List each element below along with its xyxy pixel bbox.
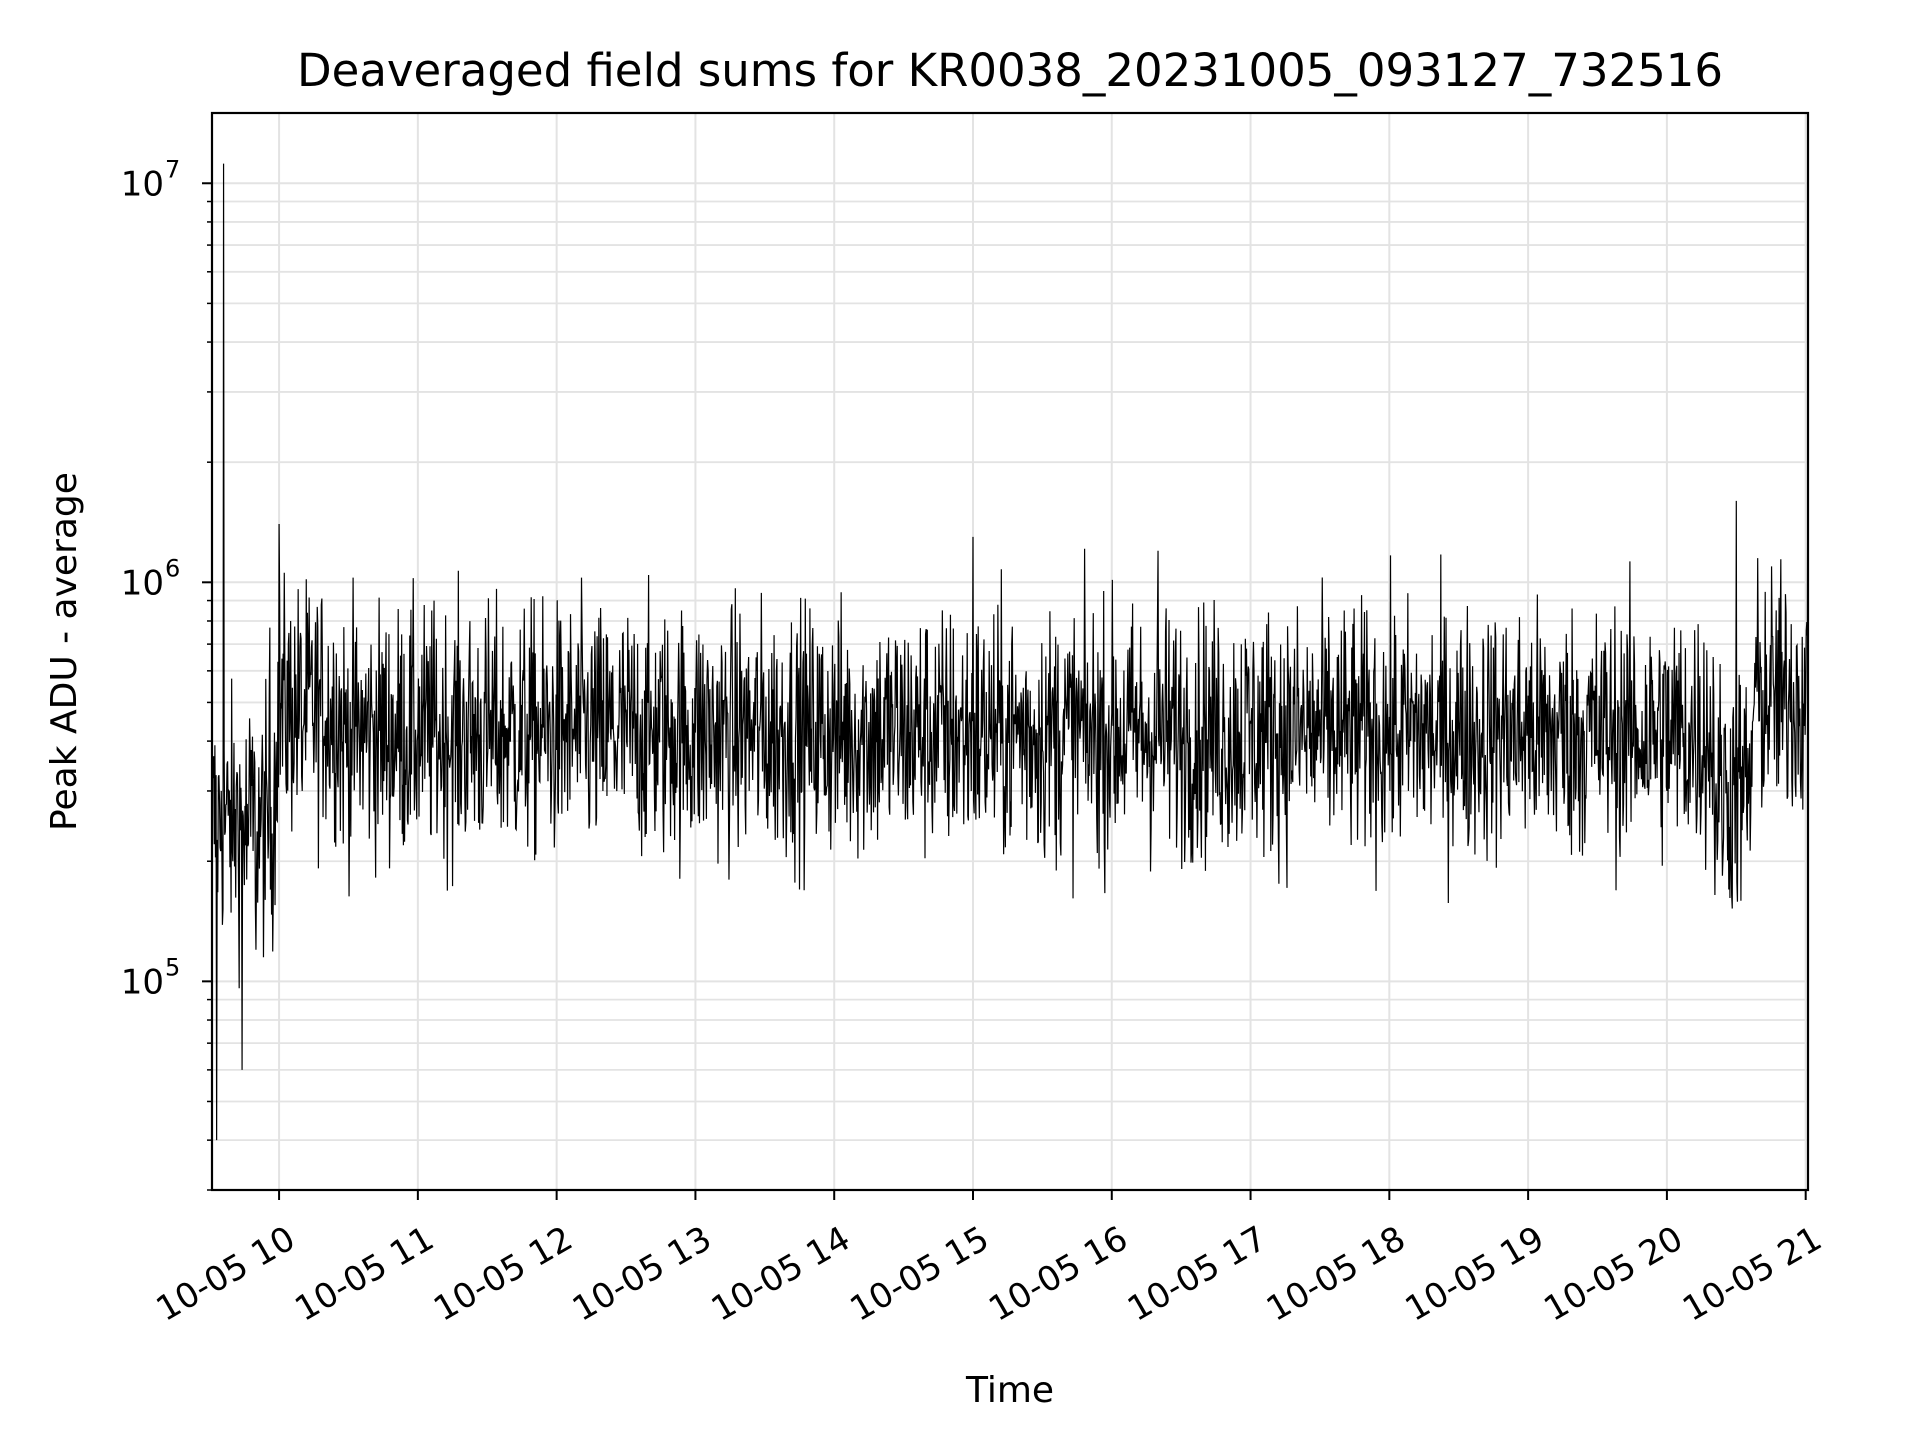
y-tick-exponent: 7 xyxy=(165,155,180,183)
y-tick-label: 10 xyxy=(121,962,164,1002)
data-layer xyxy=(211,163,1809,1141)
y-tick-base: 10 xyxy=(121,962,164,1002)
y-tick-label: 10 xyxy=(121,563,164,603)
y-tick-base: 10 xyxy=(121,164,164,204)
y-tick-base: 10 xyxy=(121,563,164,603)
plot-frame xyxy=(210,111,1810,1192)
y-tick-label: 10 xyxy=(121,164,164,204)
y-axis-title: Peak ADU - average xyxy=(44,472,85,831)
series-line xyxy=(211,163,1809,1141)
y-tick-exponent: 5 xyxy=(165,953,180,981)
y-tick-exponent: 6 xyxy=(165,554,180,582)
x-axis-title: Time xyxy=(965,1370,1054,1411)
chart-title: Deaveraged field sums for KR0038_2023100… xyxy=(297,44,1723,97)
